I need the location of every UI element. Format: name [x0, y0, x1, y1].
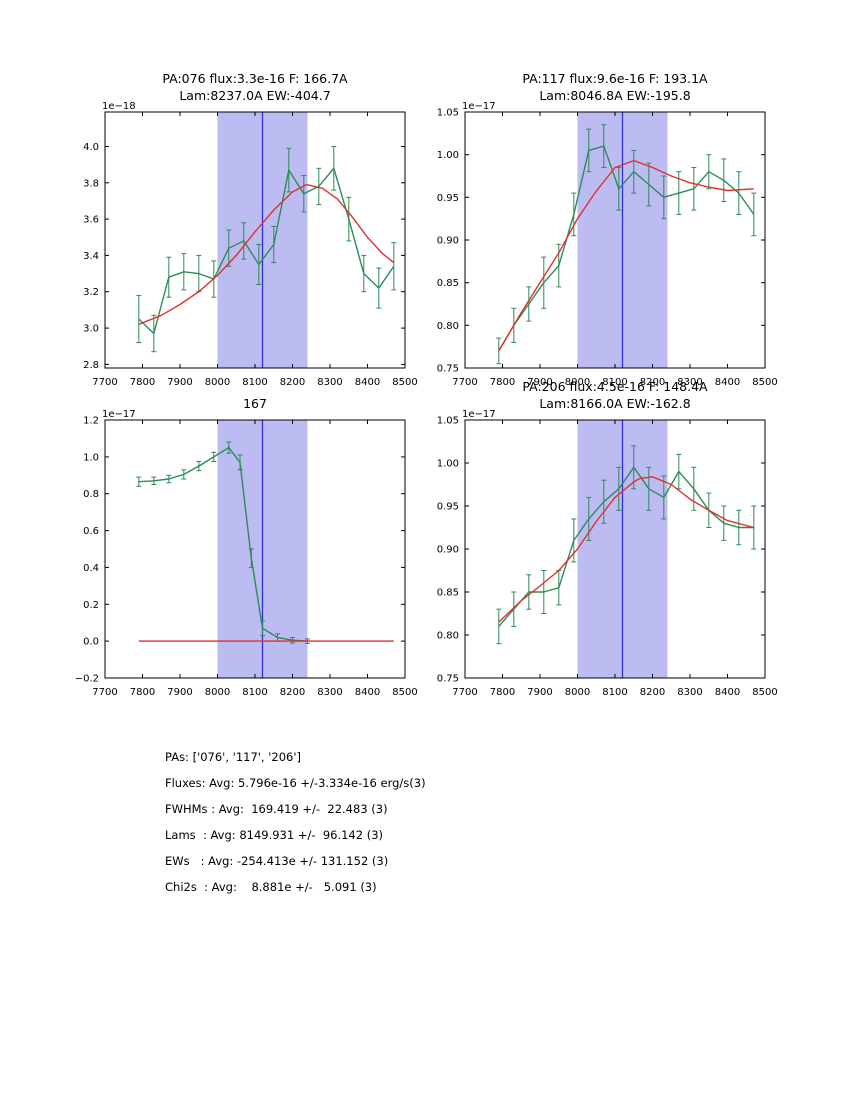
- svg-text:3.2: 3.2: [83, 287, 99, 298]
- svg-text:0.8: 0.8: [83, 489, 99, 500]
- svg-text:0.0: 0.0: [83, 637, 99, 648]
- plot-title-line1: 167: [243, 396, 267, 411]
- svg-text:7700: 7700: [92, 687, 117, 698]
- svg-text:1.05: 1.05: [437, 108, 459, 119]
- svg-text:3.4: 3.4: [83, 251, 99, 262]
- svg-text:8500: 8500: [752, 687, 777, 698]
- plot-title-line2: Lam:8237.0A EW:-404.7: [179, 88, 331, 103]
- svg-text:0.95: 0.95: [437, 502, 459, 513]
- svg-text:0.85: 0.85: [437, 588, 459, 599]
- svg-text:3.0: 3.0: [83, 324, 99, 335]
- spectrum-plot-pa117: 7700 7800 7900 8000 8100 8200 8300 8400 8500 0.75…: [437, 101, 778, 388]
- svg-text:0.2: 0.2: [83, 600, 99, 611]
- svg-text:8400: 8400: [715, 377, 740, 388]
- svg-text:0.90: 0.90: [437, 545, 459, 556]
- subplot-pa076: PA:076 flux:3.3e-16 F: 166.7A Lam:8237.0…: [45, 64, 420, 396]
- svg-text:−0.2: −0.2: [75, 674, 99, 685]
- plot-title-line2: Lam:8166.0A EW:-162.8: [539, 396, 691, 411]
- svg-text:8200: 8200: [640, 377, 665, 388]
- subplot-pa117: PA:117 flux:9.6e-16 F: 193.1A Lam:8046.8…: [405, 64, 780, 396]
- svg-text:1e−17: 1e−17: [462, 101, 496, 112]
- svg-text:8300: 8300: [317, 377, 342, 388]
- svg-text:8500: 8500: [752, 377, 777, 388]
- svg-text:7700: 7700: [92, 377, 117, 388]
- svg-text:8400: 8400: [355, 687, 380, 698]
- summary-text: PAs: ['076', '117', '206'] Fluxes: Avg: …: [165, 744, 426, 900]
- svg-text:8100: 8100: [242, 377, 267, 388]
- spectrum-plot-pa076: 7700 7800 7900 8000 8100 8200 8300 8400 8500 2.8 3…: [83, 101, 418, 388]
- svg-text:7900: 7900: [167, 687, 192, 698]
- svg-text:8100: 8100: [602, 377, 627, 388]
- svg-text:0.75: 0.75: [437, 364, 459, 375]
- summary-line-chi2s: Chi2s : Avg: 8.881e +/- 5.091 (3): [165, 880, 377, 894]
- spectrum-plot-167: 7700 7800 7900 8000 8100 8200 8300 8400 8500 −0.2…: [75, 409, 418, 698]
- svg-text:8300: 8300: [677, 687, 702, 698]
- plot-title: PA:076 flux:3.3e-16 F: 166.7A Lam:8237.0…: [105, 64, 405, 104]
- svg-text:1.00: 1.00: [437, 459, 459, 470]
- svg-text:1.00: 1.00: [437, 150, 459, 161]
- svg-text:3.8: 3.8: [83, 178, 99, 189]
- summary-line-fwhms: FWHMs : Avg: 169.419 +/- 22.483 (3): [165, 802, 388, 816]
- svg-text:2.8: 2.8: [83, 360, 99, 371]
- svg-text:7800: 7800: [490, 377, 515, 388]
- svg-text:8100: 8100: [242, 687, 267, 698]
- svg-text:1.2: 1.2: [83, 416, 99, 427]
- svg-text:8500: 8500: [392, 687, 417, 698]
- svg-text:8400: 8400: [715, 687, 740, 698]
- svg-text:0.95: 0.95: [437, 193, 459, 204]
- svg-text:0.85: 0.85: [437, 278, 459, 289]
- plot-title: PA:117 flux:9.6e-16 F: 193.1A Lam:8046.8…: [465, 64, 765, 104]
- summary-line-pas: PAs: ['076', '117', '206']: [165, 750, 302, 764]
- svg-text:0.75: 0.75: [437, 674, 459, 685]
- plot-title-line1: PA:206 flux:4.5e-16 F: 148.4A: [522, 379, 708, 394]
- svg-text:8300: 8300: [317, 687, 342, 698]
- svg-text:1e−17: 1e−17: [462, 409, 496, 420]
- plot-title-line1: PA:076 flux:3.3e-16 F: 166.7A: [162, 71, 348, 86]
- svg-text:8000: 8000: [565, 687, 590, 698]
- svg-text:1.05: 1.05: [437, 416, 459, 427]
- svg-text:7800: 7800: [130, 687, 155, 698]
- svg-text:8400: 8400: [355, 377, 380, 388]
- svg-text:8200: 8200: [280, 687, 305, 698]
- subplot-pa206: PA:206 flux:4.5e-16 F: 148.4A Lam:8166.0…: [405, 372, 780, 706]
- svg-text:0.80: 0.80: [437, 631, 459, 642]
- summary-line-fluxes: Fluxes: Avg: 5.796e-16 +/-3.334e-16 erg/…: [165, 776, 426, 790]
- plot-title-line2: Lam:8046.8A EW:-195.8: [539, 88, 691, 103]
- summary-line-lams: Lams : Avg: 8149.931 +/- 96.142 (3): [165, 828, 384, 842]
- svg-text:4.0: 4.0: [83, 142, 99, 153]
- summary-line-ews: EWs : Avg: -254.413e +/- 131.152 (3): [165, 854, 389, 868]
- svg-text:3.6: 3.6: [83, 215, 99, 226]
- svg-text:8200: 8200: [280, 377, 305, 388]
- svg-text:8000: 8000: [565, 377, 590, 388]
- svg-text:7900: 7900: [527, 687, 552, 698]
- svg-text:7800: 7800: [130, 377, 155, 388]
- svg-text:7900: 7900: [527, 377, 552, 388]
- svg-text:8300: 8300: [677, 377, 702, 388]
- svg-text:1e−18: 1e−18: [102, 101, 136, 112]
- svg-text:7800: 7800: [490, 687, 515, 698]
- plot-title-line1: PA:117 flux:9.6e-16 F: 193.1A: [522, 71, 708, 86]
- svg-text:7700: 7700: [452, 687, 477, 698]
- svg-text:8500: 8500: [392, 377, 417, 388]
- svg-text:1.0: 1.0: [83, 452, 99, 463]
- svg-text:0.90: 0.90: [437, 236, 459, 247]
- svg-text:8200: 8200: [640, 687, 665, 698]
- svg-text:1e−17: 1e−17: [102, 409, 136, 420]
- plot-title: PA:206 flux:4.5e-16 F: 148.4A Lam:8166.0…: [465, 372, 765, 412]
- svg-text:7900: 7900: [167, 377, 192, 388]
- svg-text:7700: 7700: [452, 377, 477, 388]
- svg-text:0.4: 0.4: [83, 563, 99, 574]
- plot-title: 167: [105, 372, 405, 412]
- svg-text:8100: 8100: [602, 687, 627, 698]
- spectrum-plot-pa206: 7700 7800 7900 8000 8100 8200 8300 8400 8500 0.75…: [437, 409, 778, 698]
- svg-text:8000: 8000: [205, 377, 230, 388]
- svg-text:0.80: 0.80: [437, 321, 459, 332]
- svg-text:8000: 8000: [205, 687, 230, 698]
- subplot-167: 167 7700 7800 7900 8000 8100 8200 8300 8400 8500…: [45, 372, 420, 706]
- svg-text:0.6: 0.6: [83, 526, 99, 537]
